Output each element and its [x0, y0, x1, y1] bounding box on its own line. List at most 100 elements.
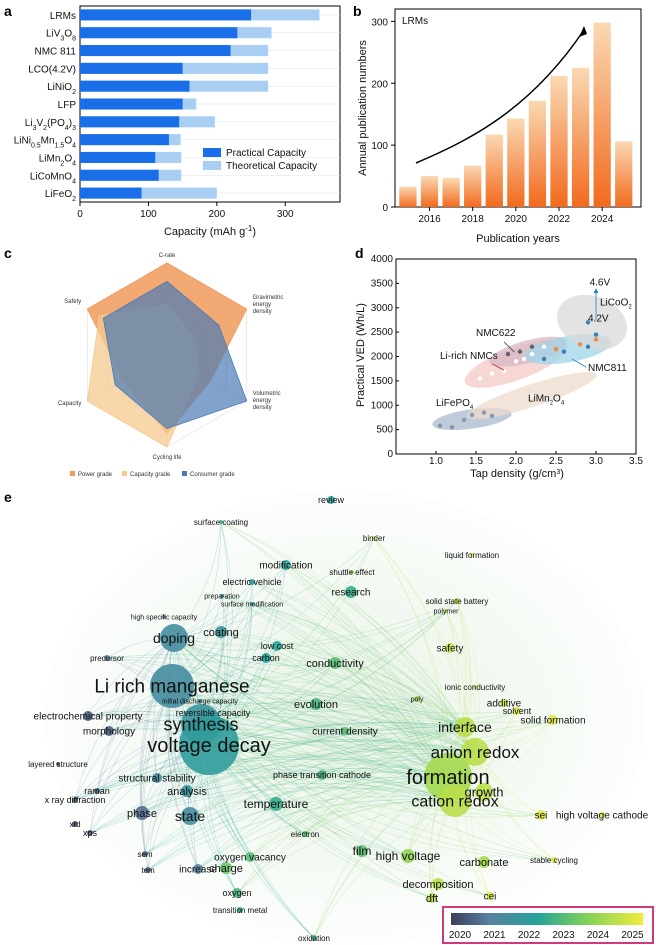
network-edge — [171, 685, 449, 778]
panel-a-xlabel: Capacity (mAh g-1) — [164, 224, 256, 239]
node-decomposition — [432, 878, 444, 890]
node-solid-formation — [548, 715, 558, 725]
x-tick-label: 2024 — [591, 214, 614, 225]
network-edge — [212, 712, 449, 778]
y-tick-label: 0 — [387, 449, 393, 460]
radar-axis-label-5: Safety — [64, 299, 81, 305]
point-lifepo4 — [461, 417, 467, 423]
node-label-ionic-conductivity: ionic conductivity — [445, 683, 505, 692]
panel-b: b LRMs 0 100 200 300 2016 2018 2020 2022 2024 Pu… — [353, 3, 642, 245]
node-label-conductivity: conductivity — [306, 658, 364, 670]
label-li-rich-nmcs: Li-rich NMCs — [440, 351, 498, 362]
network-edge — [186, 745, 476, 792]
point-nmc622 — [505, 351, 511, 357]
network-edge — [171, 600, 458, 687]
node-electron — [302, 831, 308, 837]
label-part: LiFeO — [45, 189, 72, 200]
category-label-8: LiMn2O4 — [39, 153, 76, 167]
network-edge — [74, 759, 449, 801]
network-edge — [173, 637, 555, 861]
growth-trend-arrowhead — [579, 26, 587, 37]
point-li-rich nmcs — [513, 359, 519, 364]
colorbar-ticks: 2020 2021 2022 2023 2024 2025 — [449, 930, 644, 941]
label-part: 4 — [72, 142, 76, 149]
network-edge — [141, 782, 456, 814]
colorbar-tick-2021: 2021 — [483, 930, 506, 941]
network-edge — [208, 610, 447, 746]
network-edge — [212, 700, 466, 728]
node-surface-modification — [250, 602, 254, 606]
node-xrd — [72, 821, 78, 827]
bar-practical-8 — [80, 151, 156, 163]
node-label-liquid-formation: liquid formation — [445, 551, 499, 560]
node-label-morphology: morphology — [83, 727, 135, 738]
network-edge — [276, 645, 449, 778]
radar-axis-label-3: Cycling life — [152, 455, 182, 461]
label-part: NMC811 — [588, 363, 627, 374]
network-edge — [171, 684, 476, 753]
point-li-rich nmcs — [521, 356, 527, 362]
node-layered-structure — [56, 762, 60, 766]
bar-practical-1 — [80, 27, 238, 39]
label-part: LiNiO — [47, 82, 72, 93]
y-tick-label: 1000 — [371, 400, 394, 411]
legend-label-practical: Practical Capacity — [226, 148, 306, 159]
node-label-solid-state-battery: solid state battery — [426, 597, 489, 606]
label-nmc811: NMC811 — [588, 363, 627, 374]
network-edge — [173, 637, 518, 714]
network-edge — [208, 744, 555, 861]
label-part: O — [64, 136, 72, 147]
category-label-2: NMC 811 — [35, 47, 77, 58]
point-limn2o4 — [529, 393, 535, 398]
radar-axis-label-1: energy — [253, 302, 271, 308]
category-label-10: LiFeO2 — [45, 189, 76, 203]
network-edge — [96, 756, 449, 792]
network-edge — [144, 751, 476, 855]
label-part: 3 — [72, 124, 76, 131]
bar-year-2019 — [485, 134, 503, 207]
point-limn2o4 — [553, 395, 559, 401]
label-lifepo4: LiFePO4 — [436, 398, 474, 411]
node-high-voltage — [401, 849, 415, 863]
growth-trend-arrow — [415, 29, 585, 164]
node-label-current-density: current density — [312, 727, 378, 738]
network-edge — [456, 600, 480, 753]
label-part: 2 — [550, 400, 554, 406]
network-edge — [173, 637, 476, 753]
x-tick-label: 300 — [277, 209, 294, 220]
x-tick-label: 1.0 — [429, 456, 443, 467]
bar-theoretical-10 — [80, 187, 217, 199]
radar-axis-label-1: Gravimetric — [253, 295, 284, 301]
network-edge — [208, 719, 554, 761]
node-label-xrd: xrd — [69, 820, 80, 829]
node-state — [181, 807, 199, 825]
point-lifepo4 — [437, 423, 443, 428]
node-solvent — [513, 707, 521, 715]
network-edge — [220, 521, 456, 802]
point-nmc811 — [585, 344, 591, 349]
node-label-modification: modification — [259, 561, 312, 572]
node-poly — [414, 696, 420, 702]
node-high-specific-capacity — [162, 615, 166, 619]
node-oxygen — [232, 888, 242, 898]
point-lifepo4 — [481, 410, 487, 415]
node-label-x-ray-diffraction: x ray diffraction — [45, 795, 106, 805]
node-label-evolution: evolution — [294, 699, 338, 711]
colorbar-tick-2020: 2020 — [449, 930, 472, 941]
bar-practical-2 — [80, 45, 231, 57]
label-part: NMC622 — [476, 328, 516, 339]
network-edge — [87, 710, 449, 778]
network-edge — [304, 726, 466, 835]
network-edge — [173, 600, 458, 646]
label-nmc622: NMC622 — [476, 328, 516, 339]
point-licoo2 — [577, 342, 583, 347]
point-nmc622 — [517, 349, 523, 354]
node-electric-vehicle — [249, 579, 255, 585]
network-edge — [167, 685, 199, 870]
node-label-oxidation: oxidation — [298, 934, 330, 943]
legend-swatch-capacity — [122, 471, 127, 476]
panel-c-radar: C-rateGravimetricenergydensityVolumetric… — [58, 253, 283, 461]
label-part: 4 — [72, 178, 76, 185]
bar-year-2023 — [571, 67, 590, 207]
network-edge — [200, 537, 375, 725]
